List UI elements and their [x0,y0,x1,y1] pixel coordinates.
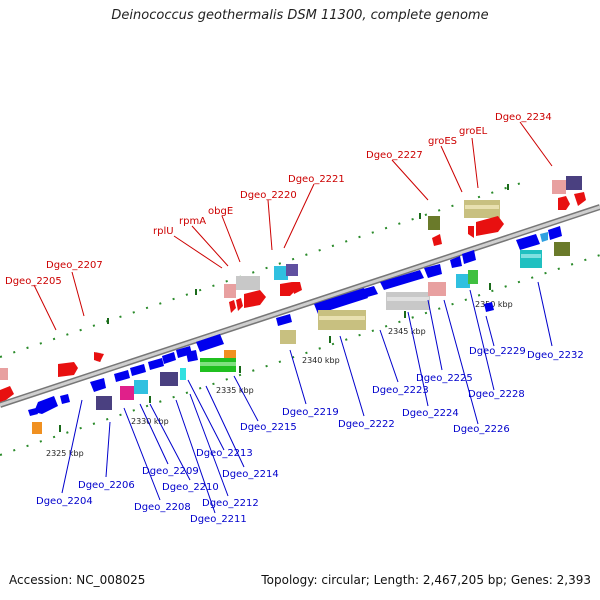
gene-label: Dgeo_2204 [36,496,93,507]
gene-label: Dgeo_2215 [240,422,297,433]
gene-label: Dgeo_2226 [453,424,510,435]
gene-label: Dgeo_2219 [282,407,339,418]
gene-label: Dgeo_2229 [469,346,526,357]
gene-label: Dgeo_2232 [527,350,584,361]
gene-label: Dgeo_2234 [495,112,552,123]
gene-label: Dgeo_2220 [240,190,297,201]
scale-label: 2345 kbp [388,327,426,336]
callouts-bottom [61,281,553,514]
gene-label: Dgeo_2224 [402,408,459,419]
scale-ticks [59,184,509,432]
gene-label: Dgeo_2212 [202,498,259,509]
labels-bottom: Dgeo_2204 Dgeo_2206 Dgeo_2208 Dgeo_2209 … [36,346,584,525]
gene-label: Dgeo_2210 [162,482,219,493]
gene-label: Dgeo_2222 [338,419,395,430]
gene-label: Dgeo_2228 [468,389,525,400]
labels-top: Dgeo_2205 Dgeo_2207 rplU rpmA obgE Dgeo_… [5,112,552,287]
gene-label: groES [428,136,457,147]
gene-label: Dgeo_2223 [372,385,429,396]
gene-label: Dgeo_2225 [416,373,473,384]
gene-label: Dgeo_2214 [222,469,279,480]
reverse-features [28,226,570,434]
gene-label: Dgeo_2211 [190,514,247,525]
scale-label: 2325 kbp [46,449,84,458]
callouts-top [33,121,553,331]
gene-label: Dgeo_2206 [78,480,135,491]
scale-label: 2350 kbp [475,300,513,309]
forward-features [0,176,586,402]
gene-label: Dgeo_2221 [288,174,345,185]
genome-backbone [0,204,600,408]
gene-label: Dgeo_2205 [5,276,62,287]
scale-label: 2340 kbp [302,356,340,365]
map-title: Deinococcus geothermalis DSM 11300, comp… [111,8,489,23]
gene-label: Dgeo_2227 [366,150,423,161]
scale-label: 2330 kbp [131,417,169,426]
gene-label: Dgeo_2207 [46,260,103,271]
gene-label: rplU [153,226,174,237]
topology-text: Topology: circular; Length: 2,467,205 bp… [261,573,591,587]
gene-label: Dgeo_2208 [134,502,191,513]
accession-text: Accession: NC_008025 [9,573,146,587]
gene-label: groEL [459,126,488,137]
scale-labels: 2325 kbp 2330 kbp 2335 kbp 2340 kbp 2345… [46,300,513,458]
gene-label: rpmA [179,216,206,227]
scale-label: 2335 kbp [216,386,254,395]
gene-label: Dgeo_2209 [142,466,199,477]
gene-label: obgE [208,206,233,217]
gene-label: Dgeo_2213 [196,448,253,459]
